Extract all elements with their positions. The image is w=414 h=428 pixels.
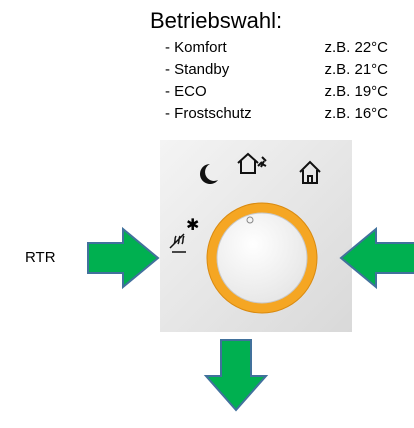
knob-dot — [246, 216, 254, 224]
mode-name: - Standby — [165, 61, 230, 78]
snow-icon: ✱ — [186, 217, 199, 234]
mode-example: z.B. 19°C — [324, 83, 388, 100]
title: Betriebswahl: — [150, 8, 282, 33]
comfort-icon — [299, 160, 321, 184]
mode-example: z.B. 16°C — [324, 105, 388, 122]
moon-icon — [200, 164, 218, 184]
mode-name: - ECO — [165, 83, 207, 100]
left-arrow — [87, 226, 160, 290]
person-icon — [257, 156, 267, 168]
frost-icon — [169, 233, 186, 253]
mode-name: - Komfort — [165, 39, 228, 56]
mode-example: z.B. 22°C — [324, 39, 388, 56]
mode-name: - Frostschutz — [165, 105, 252, 122]
standby-icon — [237, 152, 259, 174]
mode-example: z.B. 21°C — [324, 61, 388, 78]
mode-list: - Komfort z.B. 22°C - Standby z.B. 21°C - EC… — [165, 39, 388, 122]
right-arrow — [339, 226, 414, 290]
down-arrow — [203, 339, 269, 412]
rtr-label: RTR — [25, 249, 56, 266]
knob — [216, 212, 308, 304]
